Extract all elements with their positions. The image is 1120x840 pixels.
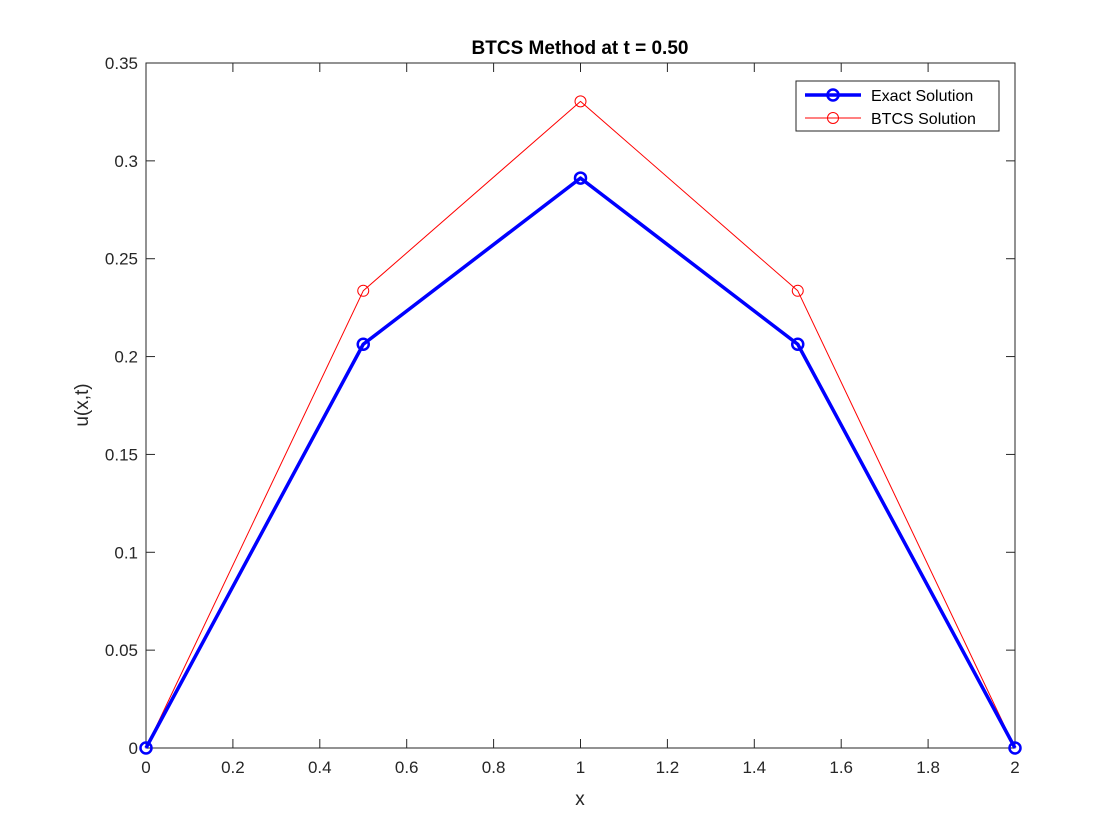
x-tick-label: 0: [141, 758, 150, 777]
y-tick-label: 0.35: [105, 54, 138, 73]
x-tick-label: 0.4: [308, 758, 332, 777]
y-tick-label: 0.05: [105, 641, 138, 660]
x-tick-label: 1.6: [829, 758, 853, 777]
series-line-exact: [144, 176, 1017, 749]
x-tick-label: 1.2: [656, 758, 680, 777]
legend: Exact Solution BTCS Solution: [795, 80, 1000, 132]
data-point-btcs: [574, 95, 587, 108]
y-tick-label: 0.3: [114, 152, 138, 171]
series-exact: [139, 171, 1022, 755]
x-axis-label: x: [575, 789, 585, 810]
y-tick-label: 0: [129, 739, 138, 758]
legend-marker-btcs: [827, 112, 839, 124]
y-tick-label: 0.15: [105, 445, 138, 464]
x-tick-label: 1.4: [742, 758, 766, 777]
x-tick-labels: 0 0.2 0.4 0.6 0.8 1 1.2 1.4 1.6 1.8 2: [141, 758, 1019, 777]
data-point-exact: [1008, 741, 1022, 755]
series-line-btcs: [145, 100, 1016, 749]
data-point-exact: [139, 741, 153, 755]
legend-label-btcs: BTCS Solution: [871, 111, 976, 128]
data-point-exact: [573, 171, 588, 185]
x-tick-label: 1.8: [916, 758, 940, 777]
data-point-btcs: [791, 284, 804, 297]
data-point-exact: [791, 337, 805, 351]
legend-marker-exact: [826, 88, 840, 102]
data-point-btcs: [357, 284, 370, 297]
y-tick-label: 0.1: [114, 543, 138, 562]
x-tick-label: 1: [576, 758, 585, 777]
y-tick-labels: 0 0.05 0.1 0.15 0.2 0.25 0.3 0.35: [105, 54, 138, 758]
x-tick-label: 0.6: [395, 758, 419, 777]
series-layer: [139, 95, 1022, 755]
y-tick-label: 0.2: [114, 348, 138, 367]
x-tick-label: 0.2: [221, 758, 245, 777]
tick-marks: [145, 62, 1016, 749]
y-tick-label: 0.25: [105, 250, 138, 269]
legend-label-exact: Exact Solution: [871, 88, 973, 105]
y-axis-label: u(x,t): [72, 383, 93, 426]
x-tick-label: 0.8: [482, 758, 506, 777]
x-tick-label: 2: [1010, 758, 1019, 777]
data-point-exact: [356, 337, 370, 351]
plot-area: [145, 62, 1016, 749]
chart-title: BTCS Method at t = 0.50: [472, 38, 689, 59]
